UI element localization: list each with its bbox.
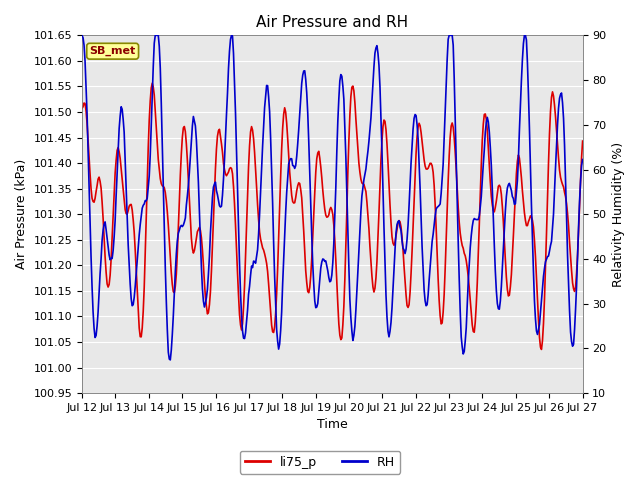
Text: SB_met: SB_met bbox=[90, 46, 136, 56]
Y-axis label: Air Pressure (kPa): Air Pressure (kPa) bbox=[15, 159, 28, 269]
Title: Air Pressure and RH: Air Pressure and RH bbox=[256, 15, 408, 30]
X-axis label: Time: Time bbox=[317, 419, 348, 432]
Y-axis label: Relativity Humidity (%): Relativity Humidity (%) bbox=[612, 142, 625, 287]
Legend: li75_p, RH: li75_p, RH bbox=[240, 451, 400, 474]
